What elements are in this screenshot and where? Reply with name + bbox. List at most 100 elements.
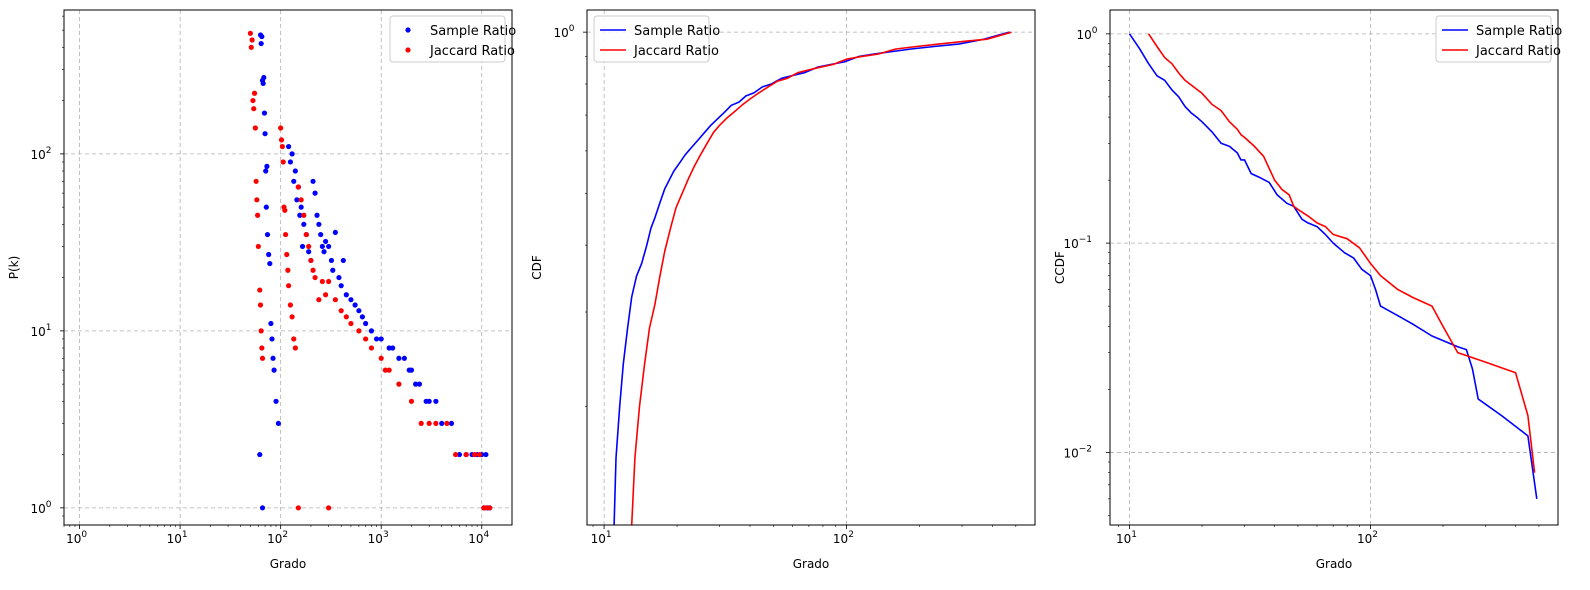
point-sample-ratio [259,33,265,40]
x-tick-label: 101 [1116,530,1137,546]
plot-area [613,31,1012,525]
point-jaccard-ratio [254,197,260,203]
point-jaccard-ratio [368,345,375,351]
point-jaccard-ratio [251,90,258,96]
chart-panel-2: 101 102 100 Grado CDF Sample Ratio Jaccard Rat… [530,9,1036,571]
point-jaccard-ratio [356,328,362,334]
point-sample-ratio [426,398,432,404]
point-sample-ratio [396,355,402,361]
legend: Sample Ratio Jaccard Ratio [1435,15,1562,63]
point-jaccard-ratio [444,420,450,427]
x-tick-label: 101 [167,530,188,546]
point-jaccard-ratio [308,257,314,264]
point-jaccard-ratio [295,184,301,190]
point-jaccard-ratio [251,106,257,112]
point-sample-ratio [336,274,342,281]
point-sample-ratio [314,212,320,218]
legend: Sample Ratio Jaccard Ratio [593,15,720,63]
point-sample-ratio [343,292,349,298]
point-sample-ratio [292,168,298,174]
point-sample-ratio [330,267,336,273]
point-jaccard-ratio [258,328,264,334]
point-jaccard-ratio [259,355,266,361]
point-sample-ratio [316,221,322,227]
legend-marker [405,47,411,53]
y-tick-label: 10−1 [1063,235,1092,251]
y-tick-label: 102 [30,146,51,162]
point-jaccard-ratio [396,381,402,387]
point-sample-ratio [263,204,269,210]
point-jaccard-ratio [348,320,354,327]
point-jaccard-ratio [278,125,284,131]
point-jaccard-ratio [312,274,318,281]
point-jaccard-ratio [343,314,349,320]
point-jaccard-ratio [252,125,258,131]
x-axis-label: Grado [1316,557,1353,571]
line-sample-ratio [1128,33,1538,500]
point-jaccard-ratio [319,278,325,285]
point-jaccard-ratio [284,251,290,258]
point-sample-ratio [267,260,273,267]
point-sample-ratio [271,367,277,373]
point-sample-ratio [301,221,307,227]
point-jaccard-ratio [418,420,424,427]
point-jaccard-ratio [306,243,312,250]
point-sample-ratio [257,451,263,458]
point-jaccard-ratio [278,137,285,143]
plot-area [247,30,493,511]
y-tick-label: 10−2 [1063,444,1092,460]
y-axis-label: P(k) [7,256,21,280]
point-jaccard-ratio [487,505,493,511]
point-jaccard-ratio [316,297,322,303]
point-jaccard-ratio [426,420,432,427]
point-jaccard-ratio [292,345,298,351]
point-sample-ratio [439,420,445,427]
point-jaccard-ratio [285,267,291,273]
point-jaccard-ratio [326,278,332,285]
point-jaccard-ratio [463,451,469,458]
x-tick-label: 102 [1357,530,1378,546]
point-sample-ratio [291,178,297,184]
point-sample-ratio [321,249,327,255]
y-tick-label: 101 [30,323,51,339]
plot-area [1128,33,1538,500]
x-tick-label: 104 [468,530,489,546]
point-jaccard-ratio [408,398,415,404]
point-sample-ratio [263,168,269,174]
point-sample-ratio [323,238,329,245]
point-jaccard-ratio [310,267,316,273]
point-sample-ratio [352,302,358,308]
point-sample-ratio [268,320,274,327]
point-sample-ratio [312,190,318,196]
point-sample-ratio [266,251,272,258]
point-sample-ratio [261,74,267,81]
point-jaccard-ratio [363,336,369,342]
point-sample-ratio [269,336,275,342]
y-axis-label: CCDF [1053,251,1067,284]
point-jaccard-ratio [323,292,329,298]
point-jaccard-ratio [283,231,289,238]
line-jaccard-ratio [630,31,1012,525]
point-jaccard-ratio [338,308,344,314]
point-sample-ratio [318,231,324,238]
point-sample-ratio [326,243,332,250]
chart-panel-1: 100 101 102 103 104 100 101 102 Grado P(k) Sample … [7,9,516,571]
point-jaccard-ratio [291,336,297,342]
point-sample-ratio [356,308,362,314]
point-jaccard-ratio [433,420,439,427]
legend-label: Sample Ratio [430,24,516,39]
point-sample-ratio [373,336,380,342]
point-sample-ratio [338,283,344,289]
point-jaccard-ratio [257,302,264,308]
point-jaccard-ratio [332,297,338,303]
point-jaccard-ratio [326,505,332,511]
point-jaccard-ratio [250,97,256,104]
legend-label: Jaccard Ratio [1475,44,1561,59]
point-jaccard-ratio [378,355,384,361]
x-axis-label: Grado [270,557,307,571]
point-jaccard-ratio [483,505,489,511]
point-jaccard-ratio [249,37,255,43]
point-sample-ratio [368,328,375,334]
point-sample-ratio [264,163,270,169]
point-sample-ratio [416,381,423,387]
